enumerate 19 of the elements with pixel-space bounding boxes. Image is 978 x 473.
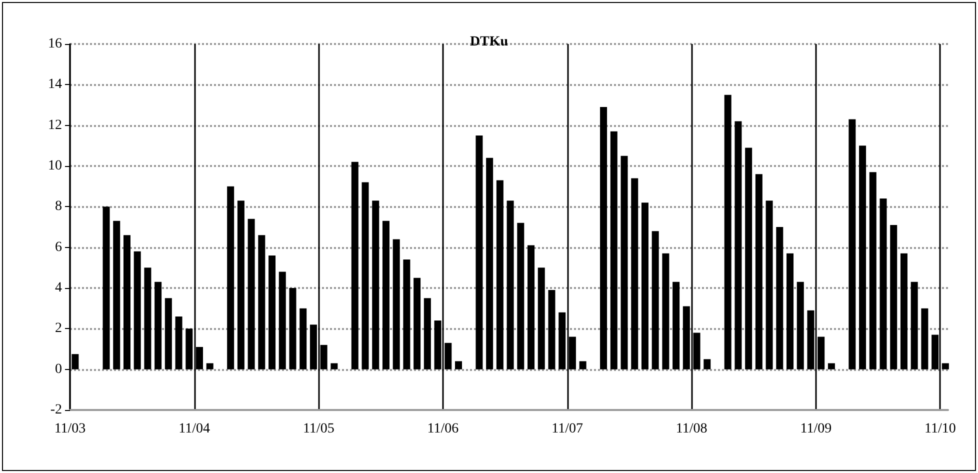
- x-tick-label: 11/04: [178, 422, 210, 436]
- y-tick-label: 14: [48, 77, 62, 92]
- x-tick-label: 11/09: [800, 422, 832, 436]
- y-tick-label: 4: [55, 280, 62, 296]
- x-tick-label: 11/07: [552, 422, 583, 436]
- y-tick-label: 12: [48, 118, 62, 133]
- x-tick-label: 11/10: [924, 422, 956, 436]
- y-tick-label: -2: [50, 402, 62, 418]
- y-tick-label: 2: [55, 321, 62, 336]
- y-tick-label: 10: [48, 158, 62, 174]
- x-tick-label: 11/08: [676, 422, 708, 436]
- x-tick-label: 11/05: [302, 422, 334, 436]
- x-tick-label: 11/03: [54, 422, 86, 436]
- chart-title: DTKu: [470, 34, 508, 50]
- y-tick-label: 16: [48, 36, 62, 52]
- y-tick-label: 0: [55, 362, 62, 377]
- x-tick-label: 11/06: [427, 422, 459, 436]
- y-tick-label: 8: [55, 199, 62, 214]
- y-tick-label: 6: [55, 240, 62, 255]
